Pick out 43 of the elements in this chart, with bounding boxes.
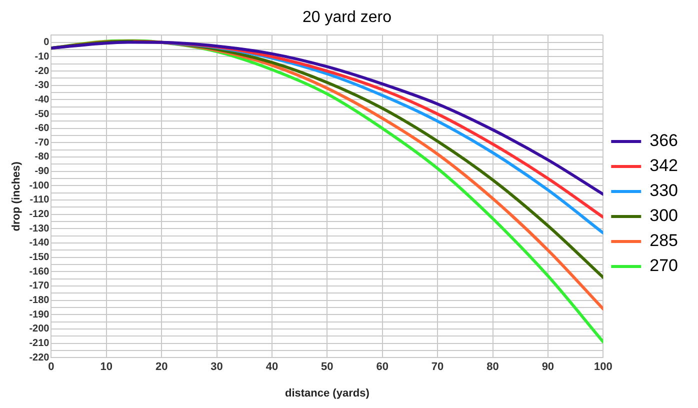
- x-tick-label: 30: [210, 361, 223, 374]
- x-tick-label: 80: [486, 361, 499, 374]
- x-tick-label: 90: [542, 361, 554, 374]
- y-tick-label: -200: [29, 324, 50, 335]
- y-tick-label: -190: [29, 309, 50, 320]
- y-axis-title: drop (inches): [10, 161, 23, 232]
- y-tick-label: -160: [29, 266, 50, 278]
- y-tick-label: -130: [29, 223, 50, 234]
- y-tick-label: -210: [29, 338, 50, 350]
- y-tick-label: -60: [34, 123, 50, 134]
- legend-label: 285: [650, 231, 678, 250]
- y-tick-label: -140: [29, 238, 50, 249]
- y-tick-label: -170: [29, 280, 50, 292]
- y-tick-label: -100: [29, 180, 50, 192]
- x-tick-label: 40: [266, 361, 278, 374]
- y-tick-label: -80: [34, 152, 50, 163]
- x-tick-label: 50: [321, 361, 334, 374]
- y-tick-label: -180: [29, 295, 50, 306]
- x-tick-label: 100: [594, 361, 612, 374]
- legend-label: 270: [650, 256, 678, 276]
- legend-label: 342: [650, 156, 678, 176]
- x-tick-label: 10: [100, 361, 113, 374]
- x-axis-title: distance (yards): [284, 387, 370, 400]
- legend-label: 366: [650, 131, 678, 150]
- y-tick-label: -90: [34, 166, 50, 178]
- y-tick-label: -220: [29, 352, 50, 364]
- y-tick-label: -10: [34, 51, 50, 62]
- y-tick-label: -120: [29, 209, 50, 220]
- y-tick-label: 0: [44, 37, 50, 48]
- x-tick-label: 60: [376, 361, 388, 374]
- y-tick-label: -150: [29, 252, 50, 264]
- y-tick-label: -50: [34, 108, 50, 120]
- y-tick-label: -70: [34, 137, 50, 148]
- legend-label: 330: [650, 181, 678, 200]
- line-series: [51, 40, 604, 196]
- chart-title: 20 yard zero: [302, 9, 392, 26]
- y-tick-label: -20: [34, 66, 50, 77]
- y-tick-label: -30: [34, 80, 50, 92]
- y-tick-label: -110: [30, 194, 50, 206]
- legend-label: 300: [650, 206, 678, 226]
- y-tick-label: -40: [34, 94, 50, 106]
- x-tick-label: 70: [431, 361, 444, 374]
- x-tick-label: 20: [155, 361, 168, 374]
